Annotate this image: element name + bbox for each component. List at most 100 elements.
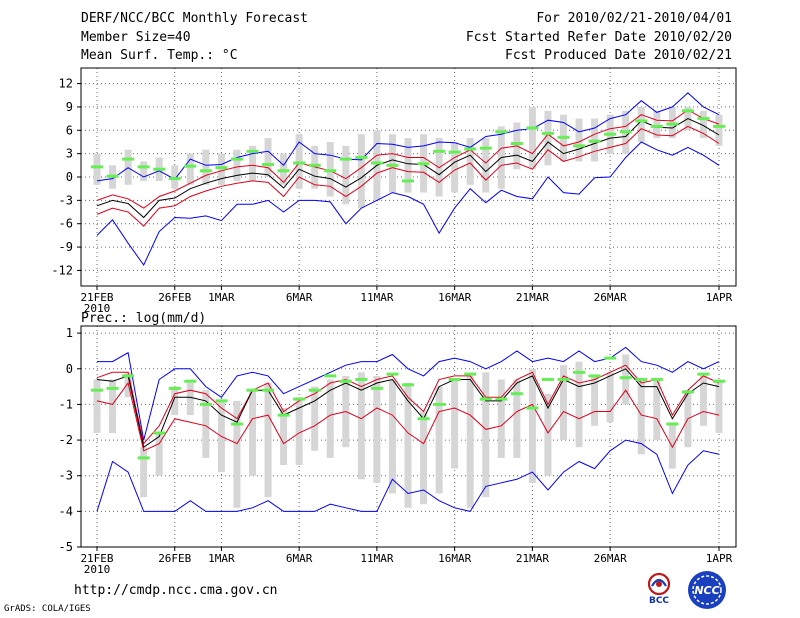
temp-marker: [355, 156, 368, 160]
prec-frame: [80, 325, 737, 548]
forecast-started-label: Fcst Started Refer Date 2010/02/20: [465, 30, 732, 45]
temp-range-box: [668, 106, 676, 139]
grads-credit: GrADS: COLA/IGES: [4, 604, 91, 614]
prec-marker: [370, 386, 383, 390]
prec-marker: [402, 383, 414, 387]
prec-marker: [417, 417, 430, 421]
prec-marker: [557, 377, 570, 381]
prec-series-lower-extreme: [96, 439, 720, 512]
temp-range-box: [637, 106, 645, 142]
temp-range-box: [544, 110, 552, 166]
temp-marker: [495, 130, 508, 134]
prec-marker: [215, 399, 228, 403]
prec-marker: [666, 422, 679, 426]
temp-range-box: [342, 145, 350, 205]
prec-ytick-label: -3: [59, 469, 73, 483]
prec-marker: [277, 413, 290, 417]
prec-marker: [355, 377, 368, 381]
bcc-logo: BCC: [647, 572, 671, 606]
prec-range-box: [420, 411, 428, 505]
temp-marker: [604, 132, 617, 136]
temp-series-mean: [96, 118, 720, 219]
temp-xtick-label: 21MAR: [516, 291, 549, 304]
prec-marker: [91, 388, 103, 392]
prec-marker: [619, 376, 632, 380]
prec-range-box: [513, 379, 521, 458]
temp-frame: [80, 67, 737, 287]
prec-marker: [168, 386, 181, 390]
prec-range-box: [357, 372, 365, 480]
temp-range-box: [202, 149, 210, 185]
prec-range-box: [155, 432, 163, 476]
temp-xtick-label: 1APR: [706, 291, 733, 304]
temp-xtick-label: 11MAR: [360, 291, 393, 304]
temp-series-upper-extreme: [96, 92, 720, 182]
prec-marker: [697, 372, 710, 376]
temp-marker: [697, 117, 710, 121]
prec-xtick-label: 11MAR: [360, 552, 393, 565]
prec-series-upper-spread: [96, 364, 720, 445]
temp-marker: [184, 164, 197, 168]
prec-marker: [541, 377, 554, 381]
prec-marker: [573, 370, 586, 374]
prec-xtick-label: 26FEB: [158, 552, 191, 565]
ncc-logo-text: NCC: [694, 584, 719, 597]
prec-range-box: [295, 397, 303, 466]
temp-ytick-label: 0: [66, 170, 73, 184]
temp-marker: [339, 157, 352, 161]
prec-ytick-label: -2: [59, 433, 73, 447]
source-url[interactable]: http://cmdp.ncc.cma.gov.cn: [74, 583, 278, 598]
prec-range-box: [404, 383, 412, 508]
temp-marker: [417, 162, 430, 166]
temp-marker: [215, 166, 228, 170]
prec-marker: [495, 397, 508, 401]
forecast-produced-label: Fcst Produced Date 2010/02/21: [505, 48, 732, 63]
prec-range-box: [264, 383, 272, 498]
temp-range-box: [404, 138, 412, 193]
chart-title: DERF/NCC/BCC Monthly Forecast: [81, 11, 308, 26]
prec-marker: [681, 390, 694, 394]
prec-xtick-label: 1MAR: [208, 552, 235, 565]
forecast-period-label: For 2010/02/21-2010/04/01: [536, 11, 732, 26]
temp-marker: [153, 167, 166, 171]
prec-ytick-label: 0: [66, 362, 73, 376]
prec-range-box: [249, 390, 256, 476]
prec-marker: [464, 372, 477, 376]
temp-range-box: [482, 138, 490, 193]
prec-marker: [184, 379, 197, 383]
prec-marker: [433, 402, 446, 406]
prec-ytick-label: -5: [59, 540, 73, 554]
temp-series-upper-spread: [96, 109, 720, 209]
prec-range-box: [326, 379, 334, 458]
prec-marker: [308, 388, 321, 392]
prec-marker: [199, 402, 212, 406]
temp-marker: [541, 131, 554, 135]
temp-range-box: [233, 149, 241, 181]
temp-marker: [122, 157, 135, 161]
prec-range-box: [560, 365, 567, 441]
prec-range-box: [451, 379, 459, 469]
temp-range-box: [280, 153, 288, 185]
prec-marker: [448, 377, 461, 381]
temp-marker: [324, 169, 337, 173]
temp-marker: [588, 139, 601, 143]
temp-range-box: [699, 110, 707, 139]
prec-range-box: [202, 390, 210, 458]
prec-range-box: [528, 368, 536, 483]
temp-range-box: [575, 118, 583, 162]
temp-range-box: [451, 141, 459, 193]
prec-range-box: [622, 354, 630, 405]
temp-marker: [526, 126, 539, 130]
prec-marker: [246, 388, 259, 392]
temp-xtick-label: 16MAR: [438, 291, 471, 304]
bcc-logo-text: BCC: [649, 596, 669, 606]
temp-ytick-label: 9: [66, 100, 73, 114]
temp-range-box: [388, 134, 396, 193]
prec-range-box: [699, 375, 707, 426]
temp-marker: [464, 147, 477, 151]
temp-ytick-label: -9: [59, 240, 73, 254]
temp-range-box: [326, 141, 334, 197]
temp-marker: [293, 161, 306, 165]
temp-series-lower-spread: [96, 125, 720, 227]
prec-xtick-label: 21FEB: [80, 552, 113, 565]
